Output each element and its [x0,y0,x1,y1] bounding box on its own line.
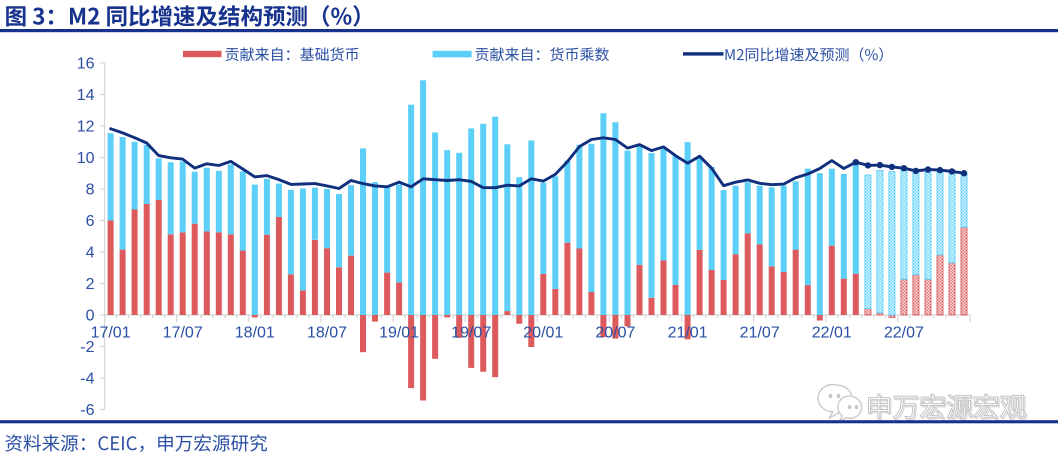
svg-text:19/01: 19/01 [379,325,419,342]
svg-text:8: 8 [86,181,95,198]
svg-text:0: 0 [86,307,95,324]
svg-text:12: 12 [77,118,95,135]
svg-text:17/07: 17/07 [163,325,203,342]
svg-text:19/07: 19/07 [451,325,491,342]
svg-text:6: 6 [86,213,95,230]
svg-text:22/01: 22/01 [812,325,852,342]
svg-text:10: 10 [77,150,95,167]
svg-text:-4: -4 [80,370,94,387]
svg-text:22/07: 22/07 [884,325,924,342]
svg-text:18/01: 18/01 [235,325,275,342]
svg-text:-6: -6 [80,402,94,419]
svg-text:20/01: 20/01 [523,325,563,342]
svg-text:18/07: 18/07 [307,325,347,342]
svg-text:21/07: 21/07 [740,325,780,342]
svg-text:-2: -2 [80,339,94,356]
svg-text:4: 4 [86,244,95,261]
svg-text:14: 14 [77,87,95,104]
svg-text:20/07: 20/07 [595,325,635,342]
svg-text:21/01: 21/01 [668,325,708,342]
svg-text:16: 16 [77,55,95,72]
svg-text:17/01: 17/01 [91,325,131,342]
svg-text:2: 2 [86,276,95,293]
